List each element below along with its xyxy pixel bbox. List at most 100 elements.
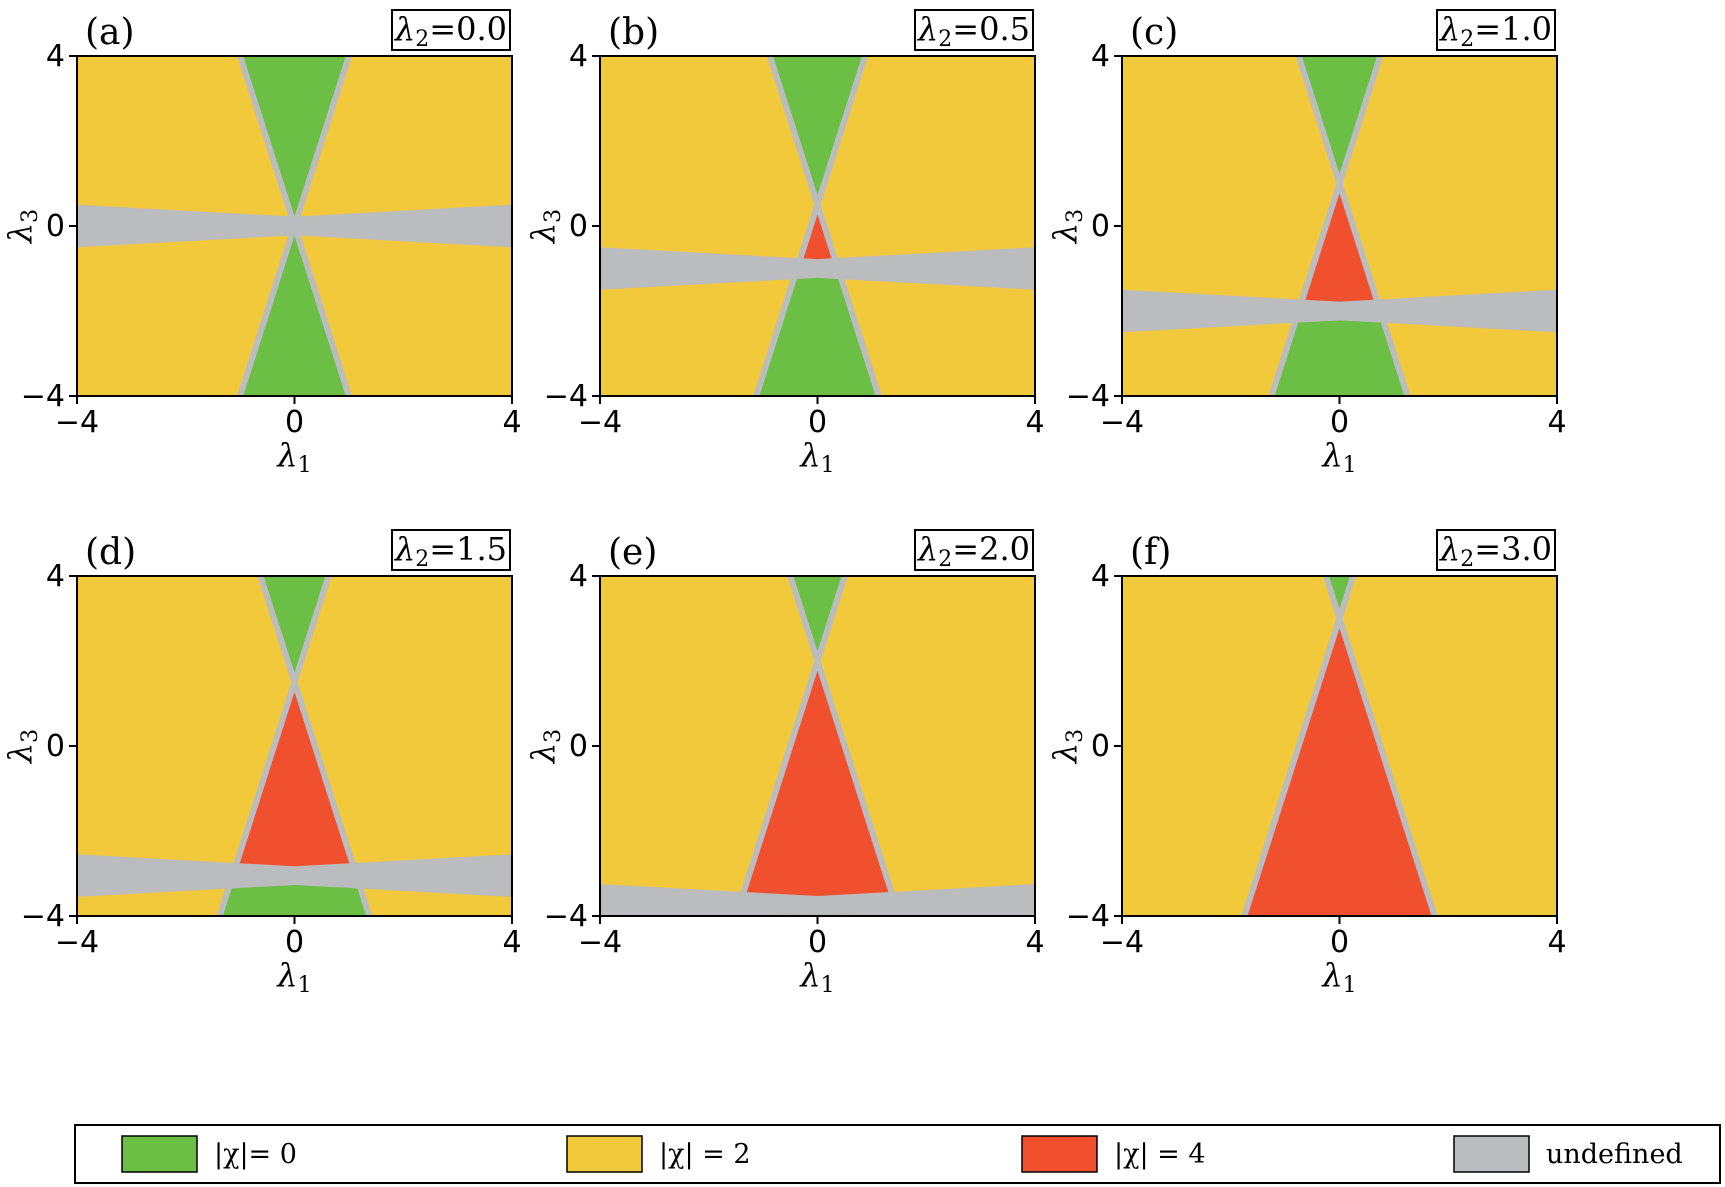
region-chi0-lower <box>240 226 349 396</box>
panel-label: (c) <box>1130 12 1178 53</box>
x-tick-label: 0 <box>285 925 304 960</box>
y-tick-label: 0 <box>46 209 65 244</box>
region-chi0-upper <box>790 576 845 661</box>
x-tick-label: −4 <box>1100 405 1144 440</box>
x-tick-label: 0 <box>808 405 827 440</box>
region-chi4 <box>1298 183 1381 311</box>
region-chi4 <box>1244 618 1435 916</box>
legend-label: |χ| = 4 <box>1114 1139 1206 1170</box>
param-box <box>391 529 511 571</box>
legend-label: |χ| = 2 <box>659 1139 751 1170</box>
boundary-lower <box>814 203 882 397</box>
region-chi0-upper <box>769 56 866 205</box>
x-tick-label: −4 <box>1100 925 1144 960</box>
y-tick-label: 4 <box>569 39 588 74</box>
y-axis-label: λ3 <box>524 729 566 765</box>
legend-swatch <box>121 1135 198 1173</box>
legend: |χ|= 0 |χ| = 2 |χ| = 4 undefined <box>74 1124 1721 1184</box>
y-tick-label: −4 <box>1066 379 1110 414</box>
boundary-upper <box>1336 575 1356 620</box>
param-box <box>391 9 511 51</box>
x-tick-label: −4 <box>578 405 622 440</box>
region-chi0-upper <box>1325 576 1354 619</box>
x-axis-label: λ1 <box>275 956 311 998</box>
boundary-upper <box>237 55 298 227</box>
region-chi0-upper <box>240 56 349 226</box>
panel-label: (d) <box>85 532 136 573</box>
x-tick-label: 0 <box>285 405 304 440</box>
legend-item-chi4: |χ| = 4 <box>1021 1135 1206 1173</box>
x-tick-label: 4 <box>1547 925 1566 960</box>
panel-label: (a) <box>85 12 135 53</box>
x-tick-label: 4 <box>1547 405 1566 440</box>
panel-f: −4−4 0 0 4 4 λ1 λ3 (f) λ2=3.0 <box>1046 529 1567 998</box>
param-label: λ2=0.0 <box>393 10 507 52</box>
x-tick-label: −4 <box>55 405 99 440</box>
param-label: λ2=2.0 <box>916 530 1030 572</box>
x-tick-label: 4 <box>1025 405 1044 440</box>
param-label: λ2=1.0 <box>1438 10 1552 52</box>
param-label: λ2=1.5 <box>393 530 507 572</box>
y-axis-label: λ3 <box>1 729 43 765</box>
param-box <box>1436 9 1556 51</box>
y-axis-label: λ3 <box>1046 729 1088 765</box>
y-tick-label: −4 <box>21 899 65 934</box>
panel-a: −4−4 0 0 4 4 λ1 λ3 (a) λ2=0.0 <box>1 9 522 478</box>
x-axis-label: λ1 <box>798 956 834 998</box>
y-tick-label: 4 <box>46 559 65 594</box>
boundary-upper <box>1295 55 1343 185</box>
band-undefined <box>600 247 1035 290</box>
legend-swatch <box>566 1135 643 1173</box>
x-tick-label: −4 <box>578 925 622 960</box>
boundary-lower <box>291 225 352 397</box>
y-axis-label: λ3 <box>1046 209 1088 245</box>
legend-item-chi2: |χ| = 2 <box>566 1135 751 1173</box>
panel-e: −4−4 0 0 4 4 λ1 λ3 (e) λ2=2.0 <box>524 529 1045 998</box>
boundary-lower <box>1336 617 1438 917</box>
boundary-upper <box>767 55 821 206</box>
x-axis-label: λ1 <box>275 436 311 478</box>
boundary-lower <box>733 660 821 917</box>
band-undefined <box>77 854 512 897</box>
band-undefined <box>77 204 512 248</box>
boundary-upper <box>1336 55 1384 185</box>
y-tick-label: 0 <box>1091 209 1110 244</box>
y-tick-label: 0 <box>46 729 65 764</box>
x-tick-label: −4 <box>55 925 99 960</box>
y-tick-label: −4 <box>544 379 588 414</box>
panel-label: (b) <box>608 12 659 53</box>
y-tick-label: 0 <box>569 209 588 244</box>
boundary-upper <box>814 55 868 206</box>
x-tick-label: 0 <box>808 925 827 960</box>
legend-swatch <box>1453 1135 1530 1173</box>
param-label: λ2=0.5 <box>916 10 1030 52</box>
y-tick-label: 0 <box>1091 729 1110 764</box>
panel-label: (e) <box>608 532 657 573</box>
legend-swatch <box>1021 1135 1098 1173</box>
legend-item-undefined: undefined <box>1453 1135 1683 1173</box>
y-tick-label: 4 <box>1091 559 1110 594</box>
boundary-lower <box>237 225 298 397</box>
x-tick-label: 4 <box>502 925 521 960</box>
y-tick-label: 4 <box>46 39 65 74</box>
panel-c: −4−4 0 0 4 4 λ1 λ3 (c) λ2=1.0 <box>1046 9 1567 478</box>
region-chi4 <box>797 204 838 269</box>
legend-frame <box>74 1124 1721 1184</box>
y-tick-label: −4 <box>544 899 588 934</box>
x-axis-label: λ1 <box>1320 956 1356 998</box>
panel-b: −4−4 0 0 4 4 λ1 λ3 (b) λ2=0.5 <box>524 9 1045 478</box>
y-tick-label: 4 <box>1091 39 1110 74</box>
panel-d: −4−4 0 0 4 4 λ1 λ3 (d) λ2=1.5 <box>1 529 522 998</box>
region-chi4 <box>739 661 896 906</box>
y-tick-label: 4 <box>569 559 588 594</box>
boundary-upper <box>291 55 352 227</box>
boundary-upper <box>257 575 298 684</box>
boundary-upper <box>787 575 821 662</box>
boundary-lower <box>1268 182 1343 397</box>
legend-label: |χ|= 0 <box>214 1139 297 1170</box>
param-box <box>1436 529 1556 571</box>
y-tick-label: 0 <box>569 729 588 764</box>
param-box <box>914 529 1034 571</box>
panel-label: (f) <box>1130 532 1171 573</box>
